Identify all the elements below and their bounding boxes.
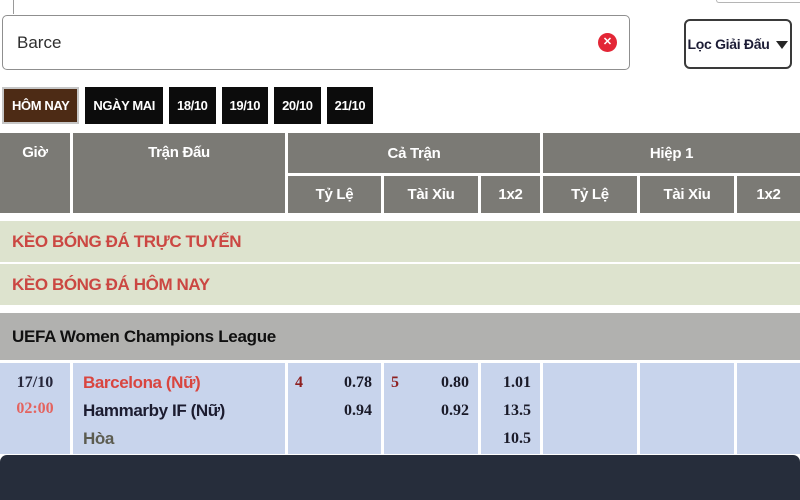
odds-table-header: Giờ Trận Đấu Cả Trận Hiệp 1 Tỷ Lệ Tài Xỉ… bbox=[0, 133, 800, 213]
odds-line: 13.5 bbox=[481, 398, 540, 426]
ft-under-odds[interactable]: 0.92 bbox=[441, 402, 469, 419]
clear-search-icon[interactable]: ✕ bbox=[598, 33, 617, 52]
league-filter-label: Lọc Giải Đấu bbox=[687, 36, 770, 52]
column-group-first-half: Hiệp 1 bbox=[543, 133, 800, 173]
tab-label: NGÀY MAI bbox=[93, 98, 155, 113]
tab-today[interactable]: HÔM NAY bbox=[2, 87, 80, 124]
odds-line: 1.01 bbox=[481, 370, 540, 398]
column-header-ft-over-under: Tài Xỉu bbox=[384, 176, 478, 213]
ft-1x2-cell: 1.01 13.5 10.5 bbox=[481, 363, 540, 454]
tab-label: 19/10 bbox=[229, 98, 261, 113]
column-header-time: Giờ bbox=[0, 133, 70, 213]
league-name: UEFA Women Champions League bbox=[12, 326, 276, 346]
search-input[interactable]: Barce ✕ bbox=[2, 15, 630, 70]
ft-over-under-cell: 5 0.80 0.92 bbox=[384, 363, 478, 454]
section-live-odds[interactable]: KÈO BÓNG ĐÁ TRỰC TUYẾN bbox=[0, 221, 800, 262]
column-header-h1-handicap: Tỷ Lệ bbox=[543, 176, 637, 213]
tab-label: 18/10 bbox=[176, 98, 208, 113]
match-kickoff-time: 02:00 bbox=[16, 400, 54, 417]
section-today-odds-label: KÈO BÓNG ĐÁ HÔM NAY bbox=[12, 274, 210, 294]
league-header[interactable]: UEFA Women Champions League bbox=[0, 313, 800, 360]
column-header-ft-handicap: Tỷ Lệ bbox=[288, 176, 381, 213]
tab-tomorrow[interactable]: NGÀY MAI bbox=[85, 87, 163, 124]
column-header-match: Trận Đấu bbox=[73, 133, 285, 213]
odds-line: 10.5 bbox=[481, 426, 540, 454]
h1-1x2-cell bbox=[737, 363, 800, 454]
column-header-h1-1x2: 1x2 bbox=[737, 176, 800, 213]
footer-bar bbox=[0, 455, 800, 500]
ft-handicap-line: 4 bbox=[295, 374, 303, 391]
ft-1x2-away-odds[interactable]: 13.5 bbox=[503, 402, 531, 419]
ft-1x2-draw-odds[interactable]: 10.5 bbox=[503, 430, 531, 447]
odds-line: 5 0.80 bbox=[384, 370, 478, 398]
ft-handicap-cell: 4 0.78 0.94 bbox=[288, 363, 381, 454]
odds-line: 0.92 bbox=[384, 398, 478, 426]
tab-20-10[interactable]: 20/10 bbox=[274, 87, 321, 124]
away-team-link[interactable]: Hammarby IF (Nữ) bbox=[83, 401, 225, 420]
home-team-link[interactable]: Barcelona (Nữ) bbox=[83, 373, 201, 392]
draw-label: Hòa bbox=[83, 429, 114, 448]
match-time-cell: 17/10 02:00 bbox=[0, 363, 70, 454]
column-header-h1-over-under: Tài Xỉu bbox=[640, 176, 734, 213]
tab-label: 21/10 bbox=[334, 98, 366, 113]
match-teams-cell: Barcelona (Nữ) Hammarby IF (Nữ) Hòa bbox=[73, 363, 285, 454]
column-header-ft-1x2: 1x2 bbox=[481, 176, 540, 213]
h1-handicap-cell bbox=[543, 363, 637, 454]
ft-handicap-home-odds[interactable]: 0.78 bbox=[344, 374, 372, 391]
column-group-full-time: Cả Trận bbox=[288, 133, 540, 173]
chevron-down-icon bbox=[776, 41, 789, 49]
tab-21-10[interactable]: 21/10 bbox=[326, 87, 374, 124]
match-row: 17/10 02:00 Barcelona (Nữ) Hammarby IF (… bbox=[0, 363, 800, 454]
tab-label: HÔM NAY bbox=[12, 98, 70, 113]
odds-line: 4 0.78 bbox=[288, 370, 381, 398]
section-live-odds-label: KÈO BÓNG ĐÁ TRỰC TUYẾN bbox=[12, 231, 242, 251]
ft-handicap-away-odds[interactable]: 0.94 bbox=[344, 402, 372, 419]
ft-over-under-line: 5 bbox=[391, 374, 399, 391]
cutoff-element-edge bbox=[716, 0, 800, 3]
ft-over-odds[interactable]: 0.80 bbox=[441, 374, 469, 391]
match-date: 17/10 bbox=[16, 374, 54, 391]
tab-18-10[interactable]: 18/10 bbox=[168, 87, 216, 124]
ft-1x2-home-odds[interactable]: 1.01 bbox=[503, 374, 531, 391]
tab-19-10[interactable]: 19/10 bbox=[221, 87, 269, 124]
tab-label: 20/10 bbox=[282, 98, 313, 113]
cutoff-element-tick bbox=[13, 0, 14, 14]
date-tabs: HÔM NAY NGÀY MAI 18/10 19/10 20/10 21/10 bbox=[2, 87, 374, 124]
h1-over-under-cell bbox=[640, 363, 734, 454]
search-input-value[interactable]: Barce bbox=[17, 32, 62, 52]
odds-line: 0.94 bbox=[288, 398, 381, 426]
section-today-odds[interactable]: KÈO BÓNG ĐÁ HÔM NAY bbox=[0, 264, 800, 305]
league-filter-dropdown[interactable]: Lọc Giải Đấu bbox=[684, 19, 792, 69]
